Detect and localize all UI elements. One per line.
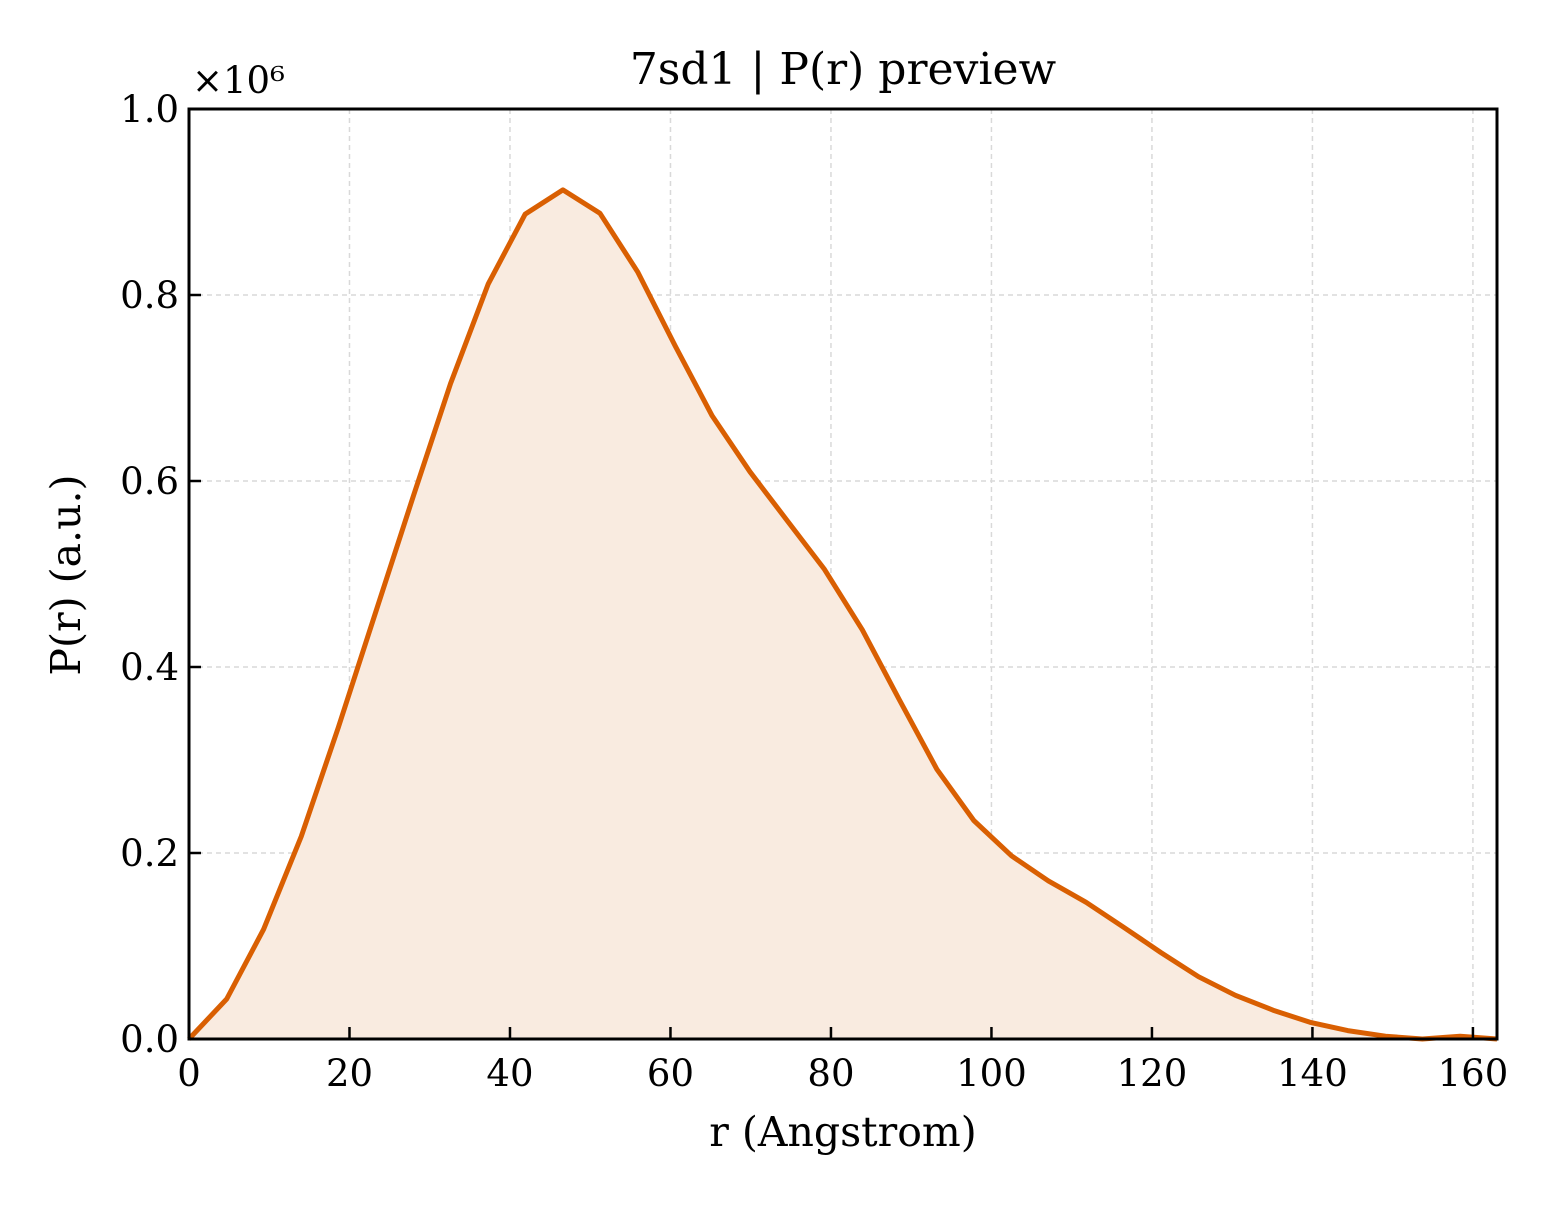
x-tick-label: 160 <box>1438 1052 1509 1095</box>
y-tick-label: 0.4 <box>120 646 179 689</box>
x-tick-label: 120 <box>1117 1052 1188 1095</box>
x-axis-title: r (Angstrom) <box>709 1108 977 1156</box>
x-tick-label: 60 <box>647 1052 694 1095</box>
series-line <box>187 187 1498 1042</box>
x-tick-label: 20 <box>326 1052 373 1095</box>
y-axis-title: P(r) (a.u.) <box>42 474 90 675</box>
x-tick-label: 0 <box>177 1052 201 1095</box>
y-tick-label: 0.2 <box>120 832 179 875</box>
area-fill <box>189 189 1497 1039</box>
y-tick-label: 0.6 <box>120 460 179 503</box>
plot-frame <box>187 107 1499 1041</box>
y-tick-label: 0.0 <box>120 1018 179 1061</box>
y-axis-multiplier: ×10⁶ <box>192 59 285 102</box>
x-tick-label: 40 <box>486 1052 533 1095</box>
x-tick-label: 140 <box>1277 1052 1348 1095</box>
axis-ticks: 0 20 40 60 80 100 120 140 160 0.0 0.2 0.4 0.6 0.8 1.0 <box>120 88 1508 1095</box>
x-tick-label: 100 <box>956 1052 1027 1095</box>
y-tick-label: 1.0 <box>120 88 179 131</box>
y-tick-label: 0.8 <box>120 274 179 317</box>
chart-title: 7sd1 | P(r) preview <box>630 44 1057 95</box>
x-tick-label: 80 <box>807 1052 854 1095</box>
